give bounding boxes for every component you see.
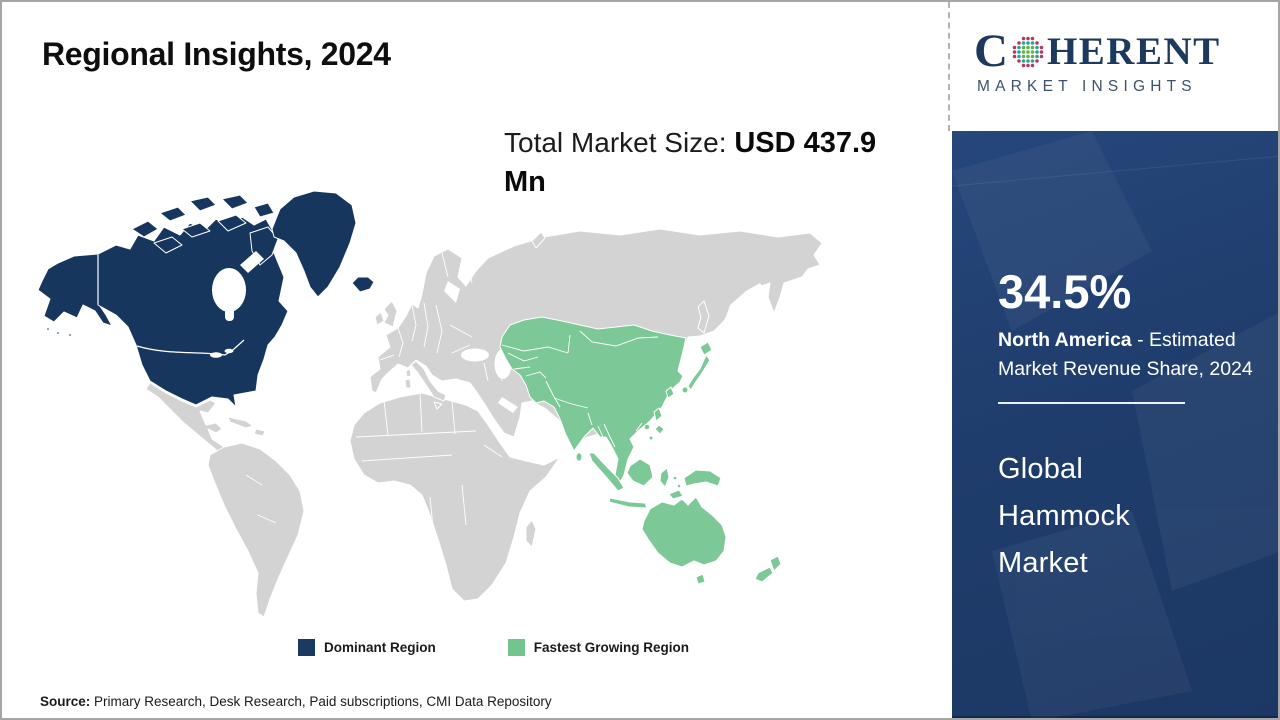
map-sakhalin [697, 300, 710, 334]
market-share-value: 34.5% [998, 265, 1132, 318]
source-text: Primary Research, Desk Research, Paid su… [90, 694, 552, 709]
legend-item-dominant: Dominant Region [298, 639, 436, 656]
coherent-market-insights-logo: C HERENT MARKET INSIGHTS [974, 28, 1270, 96]
map-sulawesi [659, 467, 670, 488]
map-hainan [643, 423, 651, 431]
map-timor [668, 489, 684, 500]
map-philippines [653, 407, 663, 422]
logo-letter-c: C [974, 25, 1008, 77]
map-new-zealand-north [769, 555, 782, 572]
map-region-north-america [37, 190, 375, 408]
map-hispaniola [253, 428, 266, 437]
map-japan-kyushu [681, 386, 689, 394]
dominant-region-swatch [298, 639, 315, 656]
map-country-borders-green [501, 330, 659, 448]
map-new-zealand-south [754, 566, 774, 583]
map-sardinia [404, 378, 412, 389]
market-share-description: North America - Estimated Market Revenue… [998, 329, 1253, 381]
map-country-borders-gray [167, 252, 503, 538]
map-australia [641, 496, 727, 568]
map-asia-mainland [499, 316, 687, 483]
map-cuba [227, 416, 254, 429]
legend-item-fastest-growing: Fastest Growing Region [507, 639, 690, 656]
map-red-sea [470, 397, 506, 444]
map-taiwan [665, 386, 675, 399]
map-black-sea [461, 348, 489, 362]
map-sea-of-okhotsk [726, 283, 768, 319]
logo-wordmark: HERENT [1046, 30, 1221, 73]
map-hudson-bay [212, 268, 246, 312]
key-stats-sidebar: 34.5% North America - Estimated Market R… [952, 131, 1278, 718]
map-baltic-sea [444, 281, 460, 303]
map-mexico-central-america [145, 382, 241, 464]
map-tasmania [695, 573, 706, 585]
fastest-growing-region-swatch [507, 639, 525, 656]
map-great-britain [383, 300, 398, 328]
market-share-region: North America [998, 329, 1132, 352]
map-new-guinea [683, 469, 722, 487]
map-japan-honshu [687, 354, 711, 391]
world-map [32, 185, 942, 630]
map-japan-hokkaido [699, 341, 713, 356]
total-market-size-label: Total Market Size: [504, 127, 735, 158]
market-name: Global Hammock Market [998, 453, 1130, 579]
page-title: Regional Insights, 2024 [42, 36, 391, 72]
map-corsica [405, 368, 412, 378]
map-ireland [374, 311, 385, 326]
map-borneo [626, 458, 654, 487]
map-novaya-zemlya [531, 231, 546, 249]
map-sumatra [588, 452, 625, 492]
source-line: Source: Primary Research, Desk Research,… [40, 694, 552, 709]
map-hudson-strait [240, 251, 264, 273]
map-sicily [433, 401, 443, 410]
map-madagascar [525, 519, 537, 548]
map-africa [349, 392, 561, 602]
dominant-region-label: Dominant Region [324, 640, 436, 655]
total-market-size-value: USD 437.9 Mn [504, 127, 877, 199]
map-south-america [207, 442, 305, 618]
map-java [608, 497, 648, 509]
map-north-america-waters [210, 251, 264, 358]
header-dashed-divider [948, 2, 950, 131]
map-legend: Dominant Region Fastest Growing Region [298, 639, 689, 656]
total-market-size: Total Market Size: USD 437.9 Mn [504, 124, 924, 202]
fastest-growing-region-label: Fastest Growing Region [533, 640, 690, 655]
map-region-asia-pacific [499, 316, 782, 585]
map-greenland [271, 190, 357, 298]
source-label: Source: [40, 694, 91, 709]
map-us-canada-border [136, 339, 245, 356]
map-borders-navy [97, 255, 245, 356]
sidebar-map-texture [952, 131, 1278, 718]
map-alaska [37, 253, 113, 327]
map-persian-gulf [498, 397, 518, 413]
logo-tagline: MARKET INSIGHTS [977, 78, 1197, 95]
map-james-bay [225, 305, 234, 321]
map-italy [410, 360, 447, 402]
dotted-globe-icon [1012, 36, 1044, 67]
map-victoria-island [153, 236, 183, 254]
sidebar-divider [998, 402, 1185, 405]
map-iceland [351, 276, 375, 293]
map-sri-lanka [575, 452, 583, 462]
